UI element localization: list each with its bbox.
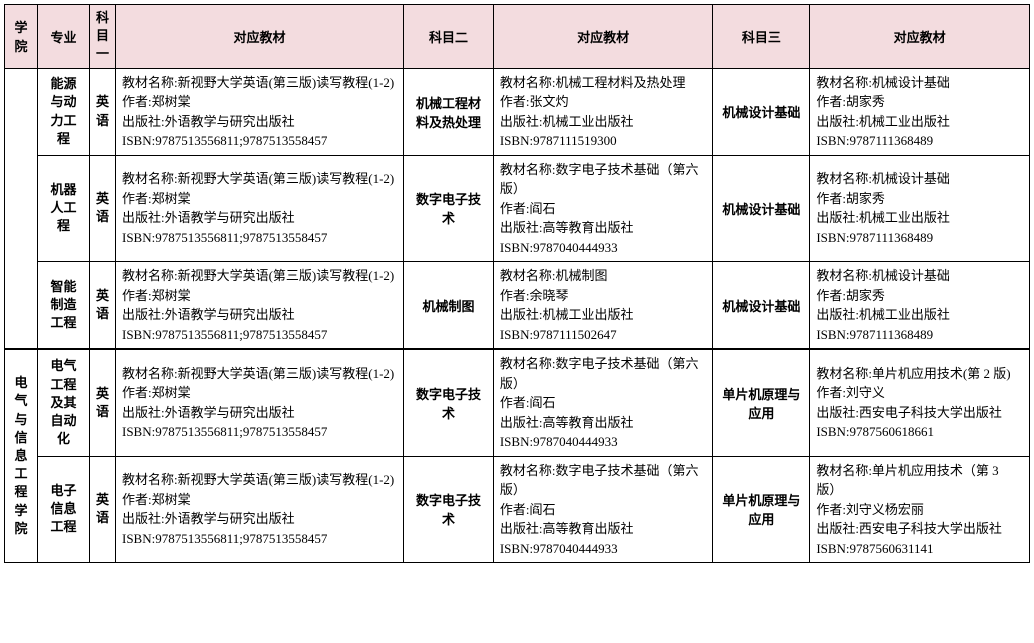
subject3-cell: 单片机原理与应用	[713, 456, 810, 563]
table-row: 机器人工程英语教材名称:新视野大学英语(第三版)读写教程(1-2)作者:郑树棠出…	[5, 155, 1030, 262]
book2-cell: 教材名称:机械制图作者:余晓琴出版社:机械工业出版社ISBN:978711150…	[493, 262, 713, 350]
subject3-cell: 机械设计基础	[713, 68, 810, 155]
subject1-cell: 英语	[90, 456, 116, 563]
subject1-cell: 英语	[90, 349, 116, 456]
book3-cell: 教材名称:单片机应用技术（第 3 版）作者:刘守义杨宏丽出版社:西安电子科技大学…	[810, 456, 1030, 563]
col-major-header: 专业	[38, 5, 90, 69]
book3-cell: 教材名称:机械设计基础作者:胡家秀出版社:机械工业出版社ISBN:9787111…	[810, 262, 1030, 350]
book2-cell: 教材名称:数字电子技术基础（第六版）作者:阎石出版社:高等教育出版社ISBN:9…	[493, 155, 713, 262]
book3-cell: 教材名称:机械设计基础作者:胡家秀出版社:机械工业出版社ISBN:9787111…	[810, 155, 1030, 262]
col-subject1-header: 科目一	[90, 5, 116, 69]
col-subject3-header: 科目三	[713, 5, 810, 69]
book1-cell: 教材名称:新视野大学英语(第三版)读写教程(1-2)作者:郑树棠出版社:外语教学…	[115, 155, 403, 262]
subject2-cell: 数字电子技术	[404, 155, 494, 262]
book2-cell: 教材名称:数字电子技术基础（第六版）作者:阎石出版社:高等教育出版社ISBN:9…	[493, 456, 713, 563]
book2-cell: 教材名称:机械工程材料及热处理作者:张文灼出版社:机械工业出版社ISBN:978…	[493, 68, 713, 155]
major-cell: 智能制造工程	[38, 262, 90, 350]
col-college-header: 学院	[5, 5, 38, 69]
col-book3-header: 对应教材	[810, 5, 1030, 69]
subject2-cell: 机械工程材料及热处理	[404, 68, 494, 155]
subject3-cell: 机械设计基础	[713, 155, 810, 262]
subject3-cell: 单片机原理与应用	[713, 349, 810, 456]
subject1-cell: 英语	[90, 262, 116, 350]
subject1-cell: 英语	[90, 68, 116, 155]
book1-cell: 教材名称:新视野大学英语(第三版)读写教程(1-2)作者:郑树棠出版社:外语教学…	[115, 68, 403, 155]
table-row: 智能制造工程英语教材名称:新视野大学英语(第三版)读写教程(1-2)作者:郑树棠…	[5, 262, 1030, 350]
subject1-cell: 英语	[90, 155, 116, 262]
subject2-cell: 数字电子技术	[404, 456, 494, 563]
col-book1-header: 对应教材	[115, 5, 403, 69]
book3-cell: 教材名称:机械设计基础作者:胡家秀出版社:机械工业出版社ISBN:9787111…	[810, 68, 1030, 155]
major-cell: 电气工程及其自动化	[38, 349, 90, 456]
college-cell	[5, 68, 38, 349]
col-subject2-header: 科目二	[404, 5, 494, 69]
table-row: 电气与信息工程学院电气工程及其自动化英语教材名称:新视野大学英语(第三版)读写教…	[5, 349, 1030, 456]
book2-cell: 教材名称:数字电子技术基础（第六版）作者:阎石出版社:高等教育出版社ISBN:9…	[493, 349, 713, 456]
book1-cell: 教材名称:新视野大学英语(第三版)读写教程(1-2)作者:郑树棠出版社:外语教学…	[115, 349, 403, 456]
book1-cell: 教材名称:新视野大学英语(第三版)读写教程(1-2)作者:郑树棠出版社:外语教学…	[115, 262, 403, 350]
textbook-table: 学院 专业 科目一 对应教材 科目二 对应教材 科目三 对应教材 能源与动力工程…	[4, 4, 1030, 563]
table-row: 能源与动力工程英语教材名称:新视野大学英语(第三版)读写教程(1-2)作者:郑树…	[5, 68, 1030, 155]
major-cell: 能源与动力工程	[38, 68, 90, 155]
table-header-row: 学院 专业 科目一 对应教材 科目二 对应教材 科目三 对应教材	[5, 5, 1030, 69]
table-row: 电子信息工程英语教材名称:新视野大学英语(第三版)读写教程(1-2)作者:郑树棠…	[5, 456, 1030, 563]
major-cell: 电子信息工程	[38, 456, 90, 563]
subject2-cell: 数字电子技术	[404, 349, 494, 456]
book1-cell: 教材名称:新视野大学英语(第三版)读写教程(1-2)作者:郑树棠出版社:外语教学…	[115, 456, 403, 563]
col-book2-header: 对应教材	[493, 5, 713, 69]
subject2-cell: 机械制图	[404, 262, 494, 350]
table-body: 能源与动力工程英语教材名称:新视野大学英语(第三版)读写教程(1-2)作者:郑树…	[5, 68, 1030, 563]
major-cell: 机器人工程	[38, 155, 90, 262]
subject3-cell: 机械设计基础	[713, 262, 810, 350]
book3-cell: 教材名称:单片机应用技术(第 2 版)作者:刘守义出版社:西安电子科技大学出版社…	[810, 349, 1030, 456]
college-cell: 电气与信息工程学院	[5, 349, 38, 563]
